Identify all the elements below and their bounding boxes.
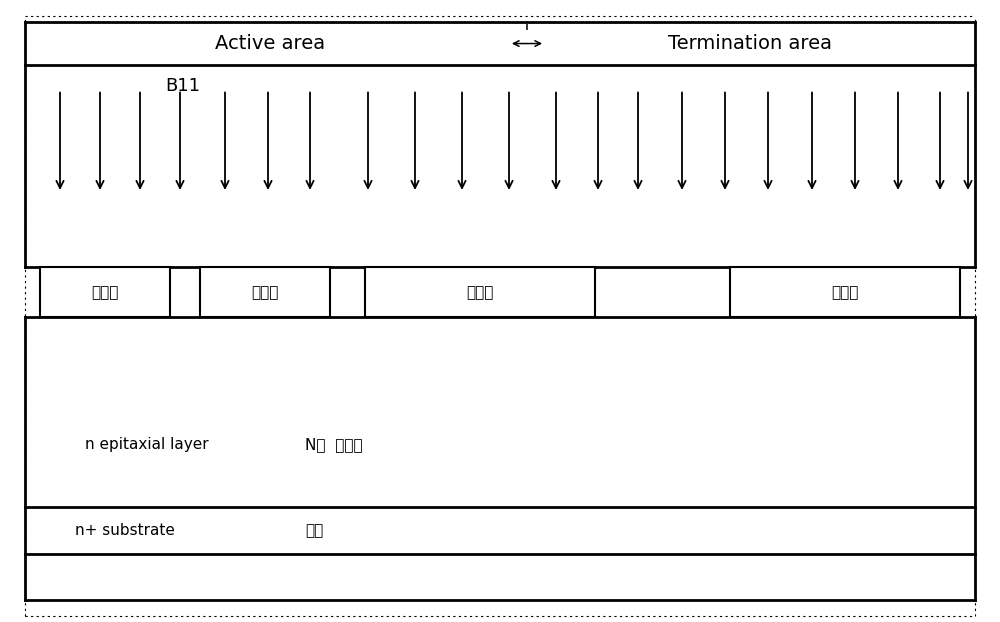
Text: 氧化层: 氧化层 — [251, 285, 279, 300]
Text: 氧化层: 氧化层 — [91, 285, 119, 300]
Text: n epitaxial layer: n epitaxial layer — [85, 437, 209, 452]
Text: Active area: Active area — [215, 34, 325, 53]
Bar — [365, 267, 595, 317]
Text: Termination area: Termination area — [668, 34, 832, 53]
Text: 衬底: 衬底 — [305, 522, 323, 538]
Bar — [40, 267, 170, 317]
Bar — [730, 267, 960, 317]
Text: N型  外延层: N型 外延层 — [305, 437, 363, 452]
Text: 氧化层: 氧化层 — [831, 285, 859, 300]
Text: n+ substrate: n+ substrate — [75, 522, 175, 538]
Bar — [200, 267, 330, 317]
Text: 氧化层: 氧化层 — [466, 285, 494, 300]
Text: B11: B11 — [165, 77, 200, 95]
